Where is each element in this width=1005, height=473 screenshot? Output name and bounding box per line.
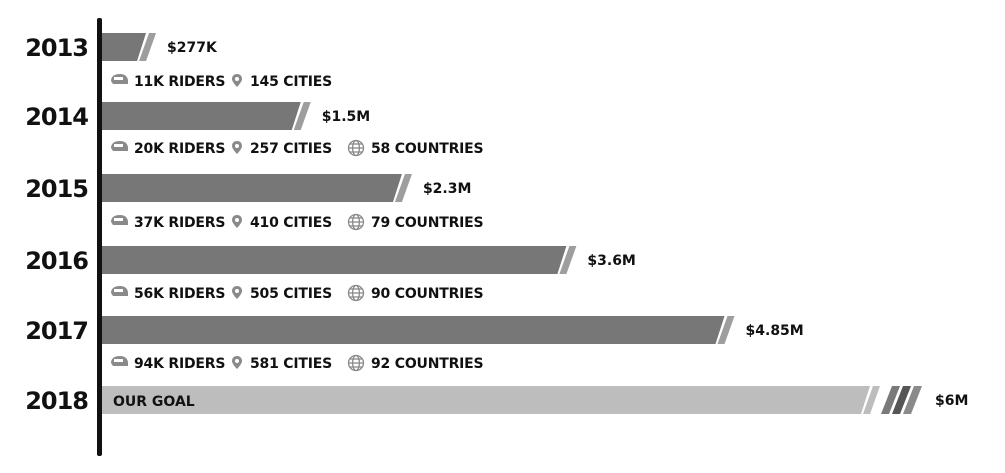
bar: [102, 174, 402, 202]
location-pin-icon: [232, 286, 242, 299]
globe-icon: [347, 213, 365, 231]
helmet-visor: [114, 218, 123, 221]
pin-hole: [235, 289, 239, 293]
helmet-visor: [114, 289, 123, 292]
goal-label: OUR GOAL: [113, 394, 195, 410]
year-label: 2015: [25, 175, 88, 203]
bar-end-stripe: [139, 33, 157, 61]
year-label: 2017: [25, 317, 88, 345]
goal-bar-stripe: [892, 386, 911, 414]
axis-line: [97, 18, 102, 456]
value-label: $3.6M: [587, 253, 635, 269]
cities-stat: 145 CITIES: [250, 74, 332, 90]
pin-hole: [235, 77, 239, 81]
globe-icon: [347, 139, 365, 157]
helmet-icon: [111, 141, 128, 151]
globe-icon: [347, 354, 365, 372]
riders-stat: 11K RIDERS: [134, 74, 225, 90]
location-pin-icon: [232, 215, 242, 228]
bar-end-stripe: [863, 386, 880, 414]
value-label: $277K: [167, 40, 218, 56]
pin-hole: [235, 218, 239, 222]
bar-end-stripe: [293, 102, 311, 130]
value-label: $6M: [935, 393, 968, 409]
bar-end-stripe: [394, 174, 412, 202]
bar: [102, 33, 147, 61]
riders-stat: 56K RIDERS: [134, 286, 225, 302]
helmet-icon: [111, 286, 128, 296]
location-pin-icon: [232, 356, 242, 369]
helmet-icon: [111, 74, 128, 84]
countries-stat: 90 COUNTRIES: [371, 286, 484, 302]
bar-end-stripe: [559, 246, 577, 274]
value-label: $4.85M: [746, 323, 804, 339]
riders-stat: 20K RIDERS: [134, 141, 225, 157]
value-label: $1.5M: [322, 109, 370, 125]
helmet-icon: [111, 356, 128, 366]
helmet-visor: [114, 144, 123, 147]
countries-stat: 58 COUNTRIES: [371, 141, 484, 157]
riders-stat: 94K RIDERS: [134, 356, 225, 372]
year-label: 2013: [25, 34, 88, 62]
location-pin-icon: [232, 141, 242, 154]
goal-bar-stripe: [903, 386, 922, 414]
riders-stat: 37K RIDERS: [134, 215, 225, 231]
bar: [102, 246, 567, 274]
helmet-icon: [111, 215, 128, 225]
pin-hole: [235, 359, 239, 363]
countries-stat: 79 COUNTRIES: [371, 215, 484, 231]
cities-stat: 257 CITIES: [250, 141, 332, 157]
bar-end-stripe: [717, 316, 735, 344]
helmet-visor: [114, 359, 123, 362]
countries-stat: 92 COUNTRIES: [371, 356, 484, 372]
cities-stat: 505 CITIES: [250, 286, 332, 302]
helmet-visor: [114, 77, 123, 80]
location-pin-icon: [232, 74, 242, 87]
bar: [102, 102, 301, 130]
year-label: 2018: [25, 387, 88, 415]
year-label: 2014: [25, 103, 88, 131]
cities-stat: 581 CITIES: [250, 356, 332, 372]
year-label: 2016: [25, 247, 88, 275]
bar: [102, 316, 725, 344]
goal-bar-stripe: [881, 386, 900, 414]
pin-hole: [235, 144, 239, 148]
cities-stat: 410 CITIES: [250, 215, 332, 231]
globe-icon: [347, 284, 365, 302]
goal-bar: [102, 386, 870, 414]
value-label: $2.3M: [423, 181, 471, 197]
